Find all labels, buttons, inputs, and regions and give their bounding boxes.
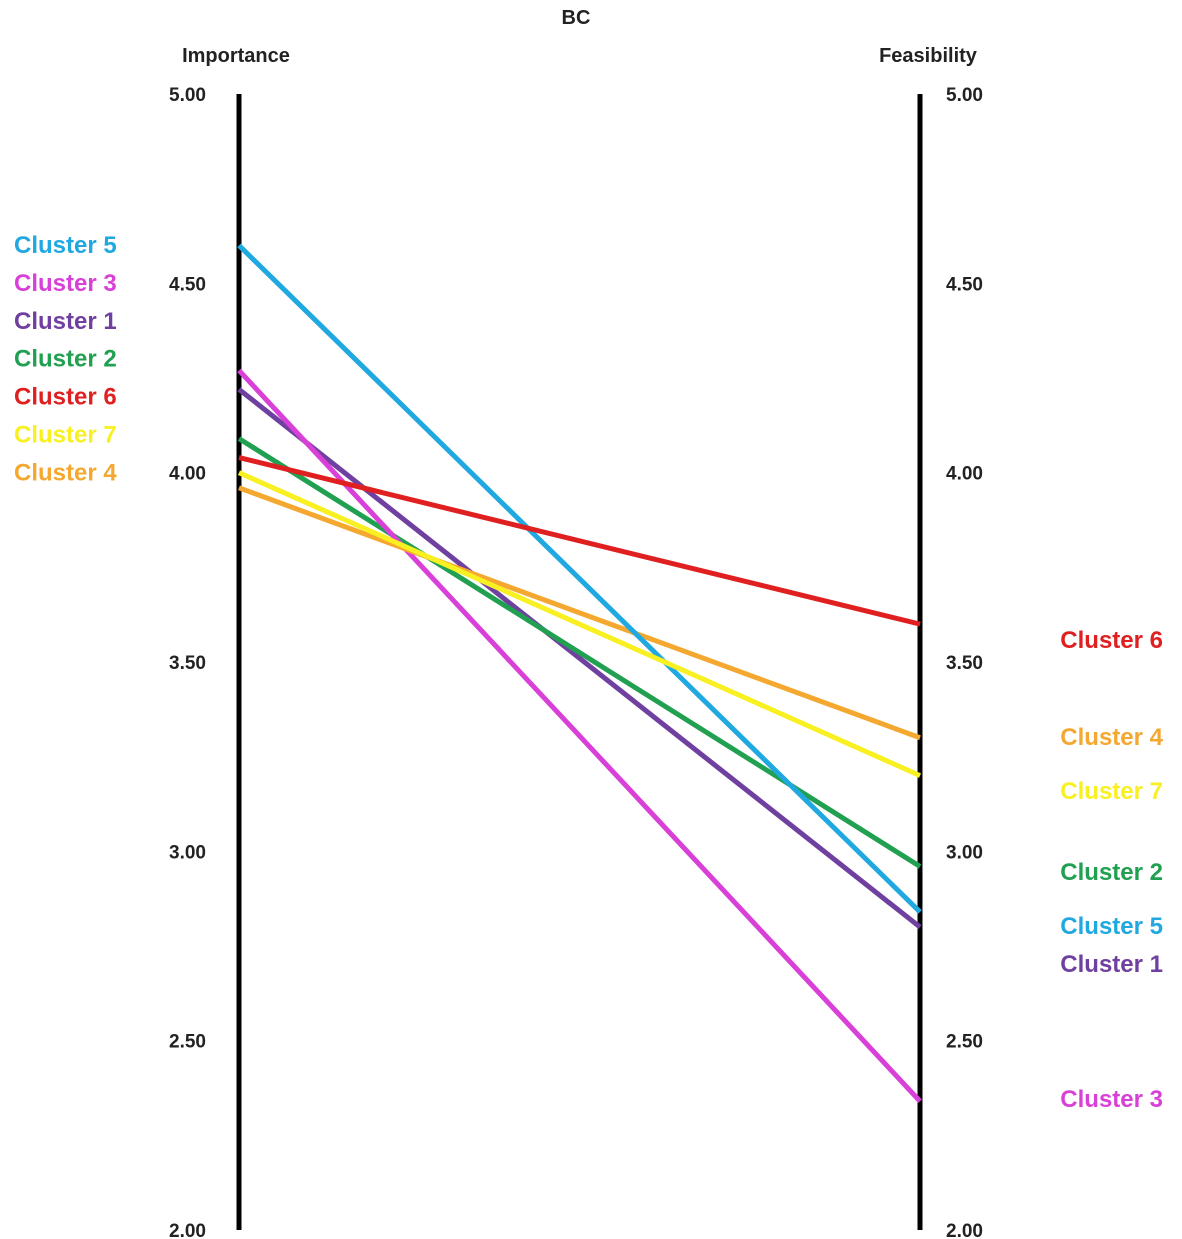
chart-title: BC — [562, 7, 591, 29]
series-line-cluster-5 — [237, 243, 922, 914]
left-tick-labels: 5.00 4.50 4.00 3.50 3.00 2.50 2.00 — [169, 85, 206, 1239]
left-tick-label: 5.00 — [169, 85, 206, 106]
left-label-cluster-4: Cluster 4 — [14, 459, 117, 486]
left-label-cluster-2: Cluster 2 — [14, 346, 117, 373]
series-line-cluster-7 — [237, 470, 922, 778]
series-line-cluster-3 — [237, 368, 922, 1103]
series-lines — [237, 243, 922, 1103]
right-tick-label: 3.50 — [946, 653, 983, 674]
right-cluster-labels: Cluster 6 Cluster 4 Cluster 7 Cluster 2 Clus… — [1060, 627, 1163, 1113]
right-tick-label: 2.00 — [946, 1221, 983, 1239]
left-label-cluster-1: Cluster 1 — [14, 308, 117, 335]
right-tick-labels: 5.00 4.50 4.00 3.50 3.00 2.50 2.00 — [946, 85, 983, 1239]
left-cluster-labels: Cluster 5 Cluster 3 Cluster 1 Cluster 2 Clus… — [14, 232, 117, 486]
left-tick-label: 4.00 — [169, 464, 206, 485]
left-tick-label: 2.00 — [169, 1221, 206, 1239]
right-tick-label: 2.50 — [946, 1032, 983, 1053]
right-label-cluster-4: Cluster 4 — [1060, 724, 1163, 751]
series-line-cluster-1 — [237, 387, 922, 930]
right-tick-label: 4.00 — [946, 464, 983, 485]
left-label-cluster-7: Cluster 7 — [14, 422, 117, 449]
left-tick-label: 3.00 — [169, 842, 206, 863]
series-line-cluster-4 — [238, 485, 921, 741]
right-label-cluster-6: Cluster 6 — [1060, 627, 1163, 654]
right-label-cluster-1: Cluster 1 — [1060, 951, 1163, 978]
left-tick-label: 4.50 — [169, 274, 206, 295]
right-tick-label: 5.00 — [946, 85, 983, 106]
right-label-cluster-7: Cluster 7 — [1060, 778, 1163, 805]
series-line-cluster-6 — [238, 455, 921, 627]
left-label-cluster-3: Cluster 3 — [14, 270, 117, 297]
right-axis-title: Feasibility — [879, 45, 978, 67]
left-tick-label: 2.50 — [169, 1032, 206, 1053]
left-label-cluster-5: Cluster 5 — [14, 232, 117, 259]
right-label-cluster-5: Cluster 5 — [1060, 913, 1163, 940]
left-tick-label: 3.50 — [169, 653, 206, 674]
right-tick-label: 3.00 — [946, 842, 983, 863]
left-label-cluster-6: Cluster 6 — [14, 384, 117, 411]
left-axis-title: Importance — [182, 45, 290, 67]
series-line-cluster-2 — [237, 436, 922, 869]
right-tick-label: 4.50 — [946, 274, 983, 295]
right-label-cluster-2: Cluster 2 — [1060, 859, 1163, 886]
right-label-cluster-3: Cluster 3 — [1060, 1086, 1163, 1113]
